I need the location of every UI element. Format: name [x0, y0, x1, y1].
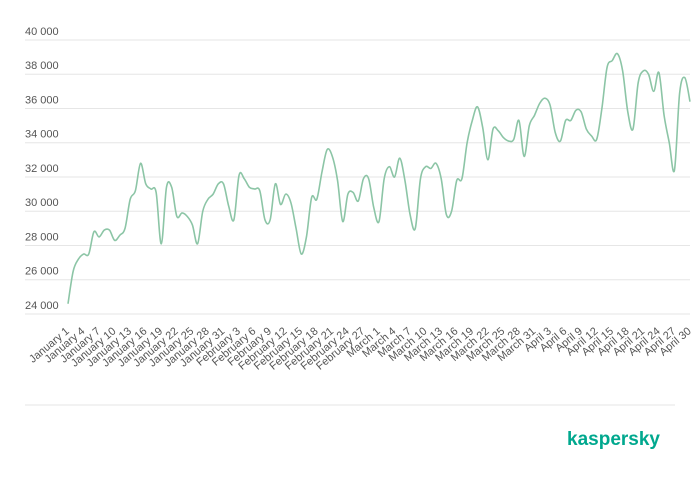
y-tick-label: 28 000	[25, 231, 59, 243]
y-tick-label: 36 000	[25, 94, 59, 106]
y-tick-label: 40 000	[25, 26, 59, 38]
y-tick-label: 30 000	[25, 197, 59, 209]
y-tick-label: 34 000	[25, 129, 59, 141]
data-line	[67, 52, 691, 304]
y-tick-label: 32 000	[25, 163, 59, 175]
y-tick-label: 26 000	[25, 266, 59, 278]
y-tick-label: 24 000	[25, 300, 59, 312]
brand-logo: kaspersky	[567, 429, 660, 450]
y-tick-label: 38 000	[25, 60, 59, 72]
